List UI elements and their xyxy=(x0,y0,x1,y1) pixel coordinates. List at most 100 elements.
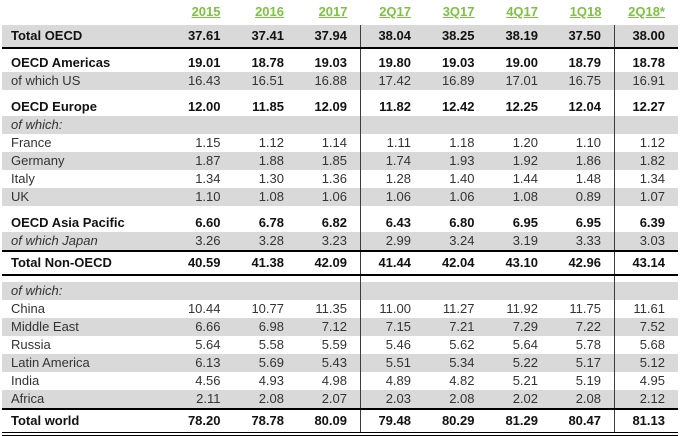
table-row: Middle East 6.66 6.98 7.12 7.15 7.21 7.29 7.22 7… xyxy=(2,318,678,336)
value-cell: 2.08 xyxy=(424,390,488,410)
row-label: India xyxy=(11,373,40,388)
value-cell: 1.12 xyxy=(639,135,665,150)
value-cell: 2.08 xyxy=(551,390,615,410)
table-row: France 1.15 1.12 1.14 1.11 1.18 1.20 1.10 1.12 xyxy=(2,134,678,152)
value-cell: 12.25 xyxy=(505,99,538,114)
spacer-cell xyxy=(233,275,297,282)
spacer-cell xyxy=(551,275,615,282)
table-body: Total OECD 37.61 37.41 37.94 38.04 38.25 38.19… xyxy=(2,25,678,436)
value-cell: 4.98 xyxy=(297,372,361,390)
spacer-cell xyxy=(170,48,234,54)
column-header-2017: 2017 xyxy=(318,4,348,19)
table-row: of which Japan 3.26 3.28 3.23 2.99 3.24 3.19 3.… xyxy=(2,232,678,252)
row-label: Latin America xyxy=(2,354,170,372)
spacer-cell xyxy=(360,275,424,282)
spacer-cell xyxy=(2,206,170,214)
value-cell: 37.41 xyxy=(233,25,297,49)
value-cell: 19.03 xyxy=(297,54,361,72)
spacer-row xyxy=(2,48,678,54)
spacer-cell xyxy=(233,206,297,214)
value-cell: 6.13 xyxy=(170,354,234,372)
value-cell: 4.95 xyxy=(639,373,665,388)
spacer-cell xyxy=(487,206,551,214)
row-label: of which Japan xyxy=(2,232,170,252)
value-cell: 1.10 xyxy=(551,134,615,152)
value-cell: 37.61 xyxy=(170,25,234,49)
value-cell: 1.08 xyxy=(487,188,551,206)
value-cell: 1.48 xyxy=(551,170,615,188)
spacer-cell xyxy=(233,90,297,98)
value-cell: 11.27 xyxy=(442,301,475,316)
value-cell: 7.22 xyxy=(551,318,615,336)
value-cell: 5.34 xyxy=(424,354,488,372)
value-cell: 1.88 xyxy=(233,152,297,170)
value-cell: 6.60 xyxy=(195,215,221,230)
spacer-row xyxy=(2,90,678,98)
spacer-cell xyxy=(424,48,488,54)
value-cell: 19.03 xyxy=(441,55,475,70)
value-cell: 41.38 xyxy=(233,251,297,276)
value-cell: 1.14 xyxy=(297,134,361,152)
value-cell: 10.44 xyxy=(187,301,221,316)
spacer-cell xyxy=(170,90,234,98)
spacer-cell xyxy=(2,275,170,282)
value-cell: 3.19 xyxy=(487,232,551,252)
value-cell: 1.82 xyxy=(614,152,678,170)
spacer-cell xyxy=(233,48,297,54)
value-cell: 6.39 xyxy=(639,215,665,230)
value-cell xyxy=(297,116,361,134)
row-label: OECD Americas xyxy=(11,55,111,70)
value-cell: 2.07 xyxy=(297,390,361,410)
value-cell: 5.69 xyxy=(233,354,297,372)
value-cell: 6.66 xyxy=(170,318,234,336)
spacer-cell xyxy=(614,48,678,54)
row-label: Total OECD xyxy=(2,25,170,49)
value-cell: 1.34 xyxy=(195,171,221,186)
table-row: of which: xyxy=(2,116,678,134)
value-cell: 1.86 xyxy=(551,152,615,170)
value-cell: 4.56 xyxy=(195,373,221,388)
value-cell: 43.14 xyxy=(614,251,678,276)
row-label: OECD Asia Pacific xyxy=(11,215,125,230)
value-cell xyxy=(614,282,678,300)
table-row: OECD Europe 12.00 11.85 12.09 11.82 12.42 12.2… xyxy=(2,98,678,116)
spacer-cell xyxy=(424,90,488,98)
value-cell: 6.78 xyxy=(258,215,284,230)
value-cell: 1.85 xyxy=(297,152,361,170)
value-cell: 5.51 xyxy=(360,354,424,372)
value-cell: 1.93 xyxy=(424,152,488,170)
value-cell: 16.75 xyxy=(551,72,615,90)
value-cell: 18.79 xyxy=(551,54,615,72)
value-cell: 19.00 xyxy=(505,55,538,70)
value-cell: 5.78 xyxy=(551,336,615,354)
value-cell: 6.82 xyxy=(297,214,361,232)
spacer-cell xyxy=(487,48,551,54)
row-label: OECD Europe xyxy=(11,99,97,114)
spacer-cell xyxy=(170,206,234,214)
value-cell: 18.78 xyxy=(632,55,665,70)
value-cell xyxy=(297,282,361,300)
value-cell: 1.34 xyxy=(639,171,665,186)
value-cell: 1.74 xyxy=(360,152,424,170)
value-cell xyxy=(170,116,234,134)
value-cell: 1.08 xyxy=(233,188,297,206)
table-row: Africa 2.11 2.08 2.07 2.03 2.08 2.02 2.08 2.12 xyxy=(2,390,678,410)
value-cell: 5.17 xyxy=(551,354,615,372)
table-row: UK 1.10 1.08 1.06 1.06 1.06 1.08 0.89 1.07 xyxy=(2,188,678,206)
value-cell: 12.09 xyxy=(297,98,361,116)
row-label: of which: xyxy=(2,282,170,300)
value-cell: 17.01 xyxy=(487,72,551,90)
value-cell: 11.75 xyxy=(551,300,615,318)
spacer-cell xyxy=(614,206,678,214)
value-cell: 38.04 xyxy=(360,25,424,49)
spacer-cell xyxy=(487,90,551,98)
value-cell: 6.98 xyxy=(233,318,297,336)
spacer-cell xyxy=(360,48,424,54)
column-header-2q17: 2Q17 xyxy=(379,4,411,19)
corner-cell xyxy=(2,1,170,25)
value-cell: 5.62 xyxy=(449,337,475,352)
spacer-cell xyxy=(614,275,678,282)
value-cell: 1.15 xyxy=(195,135,221,150)
value-cell xyxy=(424,116,488,134)
